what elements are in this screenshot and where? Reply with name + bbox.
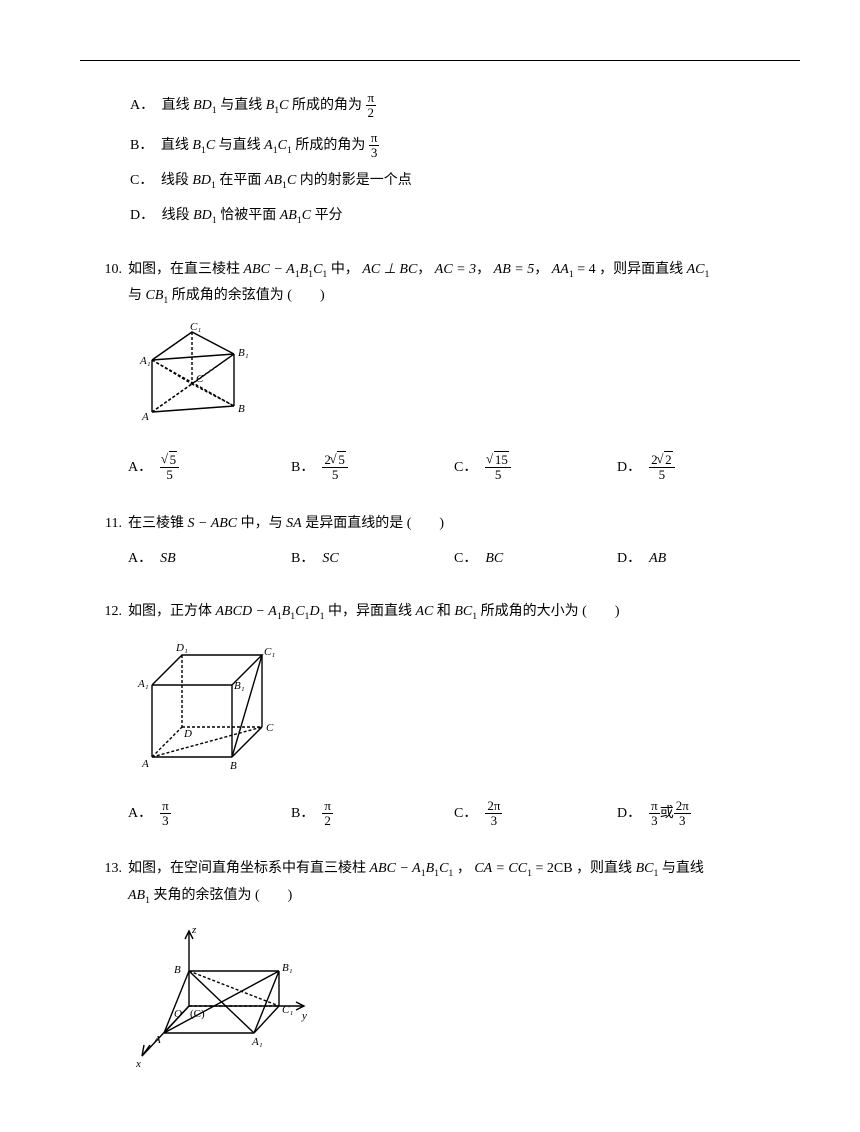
- math: BD1: [193, 208, 217, 223]
- q12-option-b: B．π2: [291, 799, 454, 829]
- q9-option-b: B． 直线 B1C 与直线 A1C1 所成的角为 π3: [130, 131, 780, 161]
- q12-diagram: A₁ B₁ C₁ D₁ A B C D: [134, 637, 780, 786]
- question-number: 13.: [100, 856, 128, 881]
- option-letter: A．: [130, 98, 154, 113]
- q9-option-d: D． 线段 BD1 恰被平面 AB1C 平分: [130, 203, 780, 229]
- fraction: π3: [369, 131, 380, 161]
- svg-text:A₁: A₁: [139, 355, 151, 367]
- math: BD1: [192, 173, 216, 188]
- question-stem: 如图，在空间直角坐标系中有直三棱柱 ABC − A1B1C1 ， CA = CC…: [128, 856, 780, 882]
- svg-text:B: B: [230, 760, 237, 772]
- question-stem: 如图，正方体 ABCD − A1B1C1D1 中，异面直线 AC 和 BC1 所…: [128, 599, 780, 625]
- question-10: 10. 如图，在直三棱柱 ABC − A1B1C1 中， AC ⊥ BC， AC…: [100, 257, 780, 483]
- svg-text:B: B: [238, 403, 245, 415]
- math: B1C: [266, 98, 289, 113]
- svg-text:C: C: [196, 373, 204, 385]
- q9-option-a: A． 直线 BD1 与直线 B1C 所成的角为 π2: [130, 91, 780, 121]
- q12-option-d: D．π3 或 2π3: [617, 799, 780, 829]
- question-11: 11. 在三棱锥 S − ABC 中，与 SA 是异面直线的是 ( ) A．SB…: [100, 511, 780, 571]
- svg-text:A: A: [153, 1034, 161, 1046]
- question-stem-cont: AB1 夹角的余弦值为 ( ): [128, 883, 780, 909]
- q10-options: A． 55 B． 255 C． 155 D． 225: [128, 453, 780, 483]
- question-stem: 如图，在直三棱柱 ABC − A1B1C1 中， AC ⊥ BC， AC = 3…: [128, 257, 780, 283]
- svg-text:A₁: A₁: [137, 678, 149, 690]
- text: 线段: [161, 173, 193, 188]
- question-number: 12.: [100, 599, 128, 624]
- math: A1C1: [264, 138, 292, 153]
- q11-options: A．SB B．SC C．BC D．AB: [128, 546, 780, 571]
- q10-option-a: A． 55: [128, 453, 291, 483]
- q10-option-c: C． 155: [454, 453, 617, 483]
- svg-text:z: z: [191, 924, 197, 936]
- q12-options: A．π3 B．π2 C．2π3 D．π3 或 2π3: [128, 799, 780, 829]
- math: B1C: [192, 138, 215, 153]
- question-number: 11.: [100, 511, 128, 536]
- q9-option-c: C． 线段 BD1 在平面 AB1C 内的射影是一个点: [130, 168, 780, 194]
- q10-option-d: D． 225: [617, 453, 780, 483]
- q10-option-b: B． 255: [291, 453, 454, 483]
- text: 内的射影是一个点: [300, 173, 412, 188]
- svg-text:A: A: [141, 758, 149, 770]
- svg-text:A₁: A₁: [251, 1036, 263, 1048]
- q13-diagram: z y x B B₁ C₁ O (C) A A₁: [134, 921, 780, 1080]
- question-13: 13. 如图，在空间直角坐标系中有直三棱柱 ABC − A1B1C1 ， CA …: [100, 856, 780, 1080]
- svg-text:x: x: [135, 1058, 141, 1070]
- option-letter: B．: [130, 138, 153, 153]
- svg-text:B₁: B₁: [234, 680, 245, 692]
- svg-text:C: C: [266, 722, 274, 734]
- svg-text:C₁: C₁: [264, 646, 275, 658]
- q9-options: A． 直线 BD1 与直线 B1C 所成的角为 π2 B． 直线 B1C 与直线…: [100, 91, 780, 229]
- svg-text:C₁: C₁: [282, 1004, 293, 1016]
- q11-option-b: B．SC: [291, 546, 454, 571]
- svg-text:B: B: [174, 964, 181, 976]
- svg-text:(C): (C): [190, 1008, 205, 1020]
- text: 平分: [315, 208, 343, 223]
- text: 线段: [162, 208, 194, 223]
- svg-text:D: D: [183, 728, 192, 740]
- text: 恰被平面: [220, 208, 280, 223]
- math: AB1C: [265, 173, 296, 188]
- text: 直线: [161, 138, 193, 153]
- q11-option-c: C．BC: [454, 546, 617, 571]
- text: 与直线: [219, 138, 265, 153]
- svg-text:O: O: [174, 1008, 182, 1020]
- question-stem: 在三棱锥 S − ABC 中，与 SA 是异面直线的是 ( ): [128, 511, 780, 536]
- math: AB1C: [280, 208, 311, 223]
- option-letter: C．: [130, 173, 153, 188]
- svg-text:B₁: B₁: [282, 962, 293, 974]
- text: 在平面: [219, 173, 265, 188]
- q12-option-c: C．2π3: [454, 799, 617, 829]
- q10-diagram: A₁ B₁ C₁ A B C: [134, 322, 780, 441]
- svg-text:D₁: D₁: [175, 642, 188, 654]
- q11-option-a: A．SB: [128, 546, 291, 571]
- text: 直线: [162, 98, 194, 113]
- text: 所成的角为: [295, 138, 369, 153]
- text: 与直线: [220, 98, 266, 113]
- q11-option-d: D．AB: [617, 546, 780, 571]
- question-number: 10.: [100, 257, 128, 282]
- math: BD1: [193, 98, 217, 113]
- q12-option-a: A．π3: [128, 799, 291, 829]
- page-rule: [80, 60, 800, 61]
- text: 所成的角为: [292, 98, 366, 113]
- question-12: 12. 如图，正方体 ABCD − A1B1C1D1 中，异面直线 AC 和 B…: [100, 599, 780, 828]
- option-letter: D．: [130, 208, 154, 223]
- svg-text:C₁: C₁: [190, 322, 201, 333]
- svg-text:A: A: [141, 411, 149, 423]
- svg-text:y: y: [301, 1010, 307, 1022]
- svg-text:B₁: B₁: [238, 347, 249, 359]
- fraction: π2: [366, 91, 377, 121]
- question-stem-cont: 与 CB1 所成角的余弦值为 ( ): [128, 283, 780, 309]
